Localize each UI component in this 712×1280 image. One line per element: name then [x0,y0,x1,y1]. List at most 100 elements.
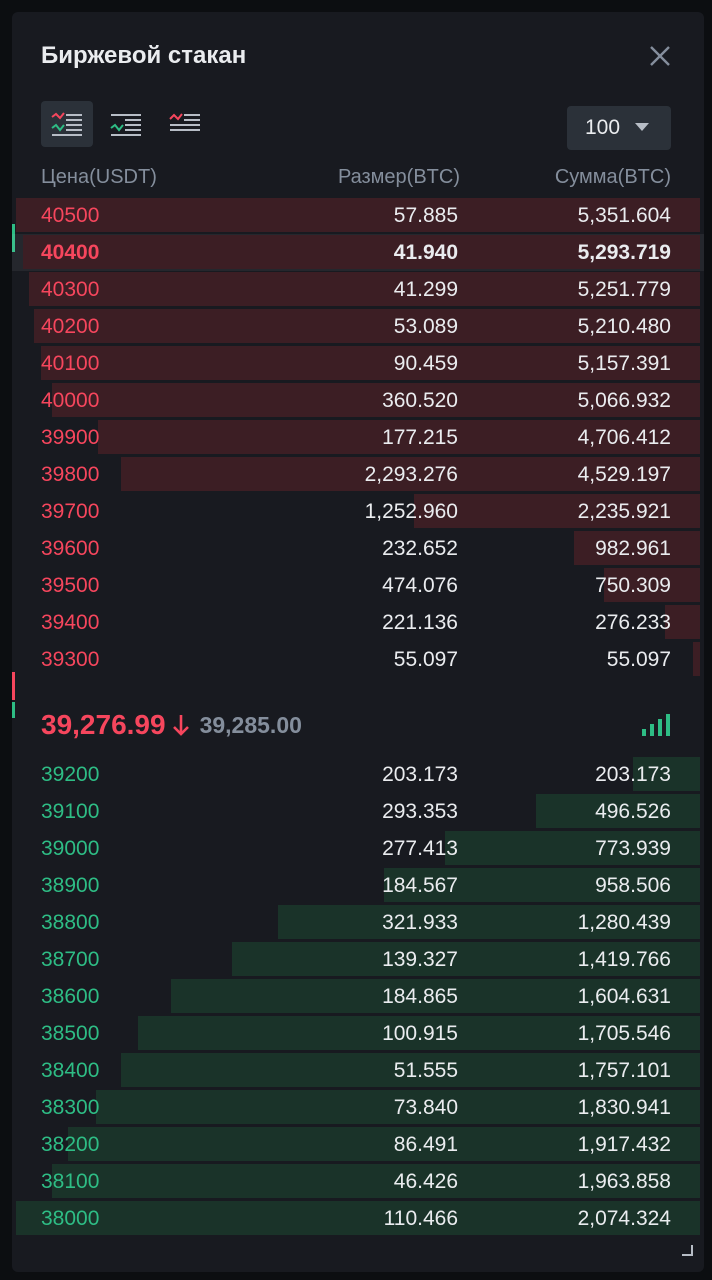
bid-price: 39000 [41,837,100,860]
bid-price: 38600 [41,985,100,1008]
ask-size: 57.885 [393,204,458,227]
signal-button[interactable] [641,713,673,742]
bid-price: 38800 [41,911,100,934]
bid-size: 110.466 [383,1207,458,1230]
bid-price: 38700 [41,948,100,971]
ask-row[interactable]: 39500 474.076 750.309 [12,567,704,604]
bid-row[interactable]: 38800 321.933 1,280.439 [12,904,704,941]
bid-depth-bar [96,1090,700,1124]
ask-price: 39900 [41,426,100,449]
ask-price: 39800 [41,463,100,486]
ask-depth-bar [41,346,700,380]
bid-depth-bar [232,942,700,976]
bid-sum: 1,917.432 [577,1133,671,1156]
bid-row[interactable]: 38100 46.426 1,963.858 [12,1163,704,1200]
ask-size: 221.136 [382,611,458,634]
bid-size: 100.915 [382,1022,458,1045]
ask-price: 39400 [41,611,100,634]
ask-price: 40200 [41,315,100,338]
bid-row[interactable]: 39100 293.353 496.526 [12,793,704,830]
ask-row[interactable]: 40500 57.885 5,351.604 [12,197,704,234]
ask-price: 40100 [41,352,100,375]
signal-bars-icon [642,714,670,736]
ask-sum: 982.961 [595,537,671,560]
ask-price: 40000 [41,389,100,412]
bid-depth-bar [138,1016,700,1050]
ask-sum: 5,157.391 [577,352,671,375]
view-asks-button[interactable] [159,101,211,147]
ask-sum: 750.309 [595,574,671,597]
asks-list: 40500 57.885 5,351.604 40400 41.940 5,293.719… [12,197,704,678]
edge-marker-green [12,224,15,252]
bid-size: 321.933 [382,911,458,934]
bid-row[interactable]: 38300 73.840 1,830.941 [12,1089,704,1126]
ask-row[interactable]: 39800 2,293.276 4,529.197 [12,456,704,493]
ask-row[interactable]: 40400 41.940 5,293.719 [12,234,704,271]
bid-sum: 773.939 [595,837,671,860]
depth-select[interactable]: 100 [567,106,671,150]
ask-row[interactable]: 39400 221.136 276.233 [12,604,704,641]
view-both-button[interactable] [41,101,93,147]
ask-size: 90.459 [393,352,458,375]
orderbook-bids-icon [110,114,141,136]
bid-sum: 1,757.101 [577,1059,671,1082]
bid-size: 46.426 [393,1170,458,1193]
bid-depth-bar [536,794,700,828]
bid-row[interactable]: 38600 184.865 1,604.631 [12,978,704,1015]
ask-price: 39300 [41,648,100,671]
bid-depth-bar [68,1127,700,1161]
ask-row[interactable]: 39300 55.097 55.097 [12,641,704,678]
bid-row[interactable]: 38700 139.327 1,419.766 [12,941,704,978]
bid-size: 86.491 [393,1133,458,1156]
bid-row[interactable]: 39000 277.413 773.939 [12,830,704,867]
bid-price: 38500 [41,1022,100,1045]
bid-price: 38400 [41,1059,100,1082]
bid-row[interactable]: 38500 100.915 1,705.546 [12,1015,704,1052]
ask-row[interactable]: 40000 360.520 5,066.932 [12,382,704,419]
bid-sum: 1,280.439 [577,911,671,934]
ask-size: 232.652 [382,537,458,560]
ask-depth-bar [98,420,700,454]
ask-price: 40300 [41,278,100,301]
ask-price: 40400 [41,241,100,264]
ask-depth-bar [574,531,700,565]
mark-price[interactable]: 39,285.00 [199,711,302,738]
bid-depth-bar [445,831,700,865]
bid-size: 293.353 [382,800,458,823]
ask-row[interactable]: 40300 41.299 5,251.779 [12,271,704,308]
ask-depth-bar [16,198,700,232]
ask-sum: 5,066.932 [577,389,671,412]
bid-row[interactable]: 38200 86.491 1,917.432 [12,1126,704,1163]
bid-sum: 1,830.941 [577,1096,671,1119]
edge-marker-red [12,672,15,700]
bid-row[interactable]: 39200 203.173 203.173 [12,756,704,793]
ask-sum: 4,706.412 [577,426,671,449]
ask-size: 55.097 [393,648,458,671]
ask-row[interactable]: 40200 53.089 5,210.480 [12,308,704,345]
bid-row[interactable]: 38000 110.466 2,074.324 [12,1200,704,1237]
bid-row[interactable]: 38900 184.567 958.506 [12,867,704,904]
ask-row[interactable]: 39700 1,252.960 2,235.921 [12,493,704,530]
ask-depth-bar [414,494,700,528]
close-button[interactable] [646,42,674,70]
bid-size: 139.327 [382,948,458,971]
view-bids-button[interactable] [100,101,152,147]
bid-price: 38300 [41,1096,100,1119]
ask-size: 41.299 [393,278,458,301]
ask-row[interactable]: 39600 232.652 982.961 [12,530,704,567]
bid-price: 38000 [41,1207,100,1230]
ask-depth-bar [34,309,700,343]
ask-depth-bar [121,457,700,491]
resize-handle[interactable] [680,1243,694,1262]
ask-size: 177.215 [382,426,458,449]
bid-depth-bar [16,1201,700,1235]
bid-row[interactable]: 38400 51.555 1,757.101 [12,1052,704,1089]
ask-row[interactable]: 39900 177.215 4,706.412 [12,419,704,456]
ask-sum: 5,351.604 [577,204,671,227]
bid-size: 277.413 [382,837,458,860]
ask-row[interactable]: 40100 90.459 5,157.391 [12,345,704,382]
bid-sum: 1,705.546 [577,1022,671,1045]
bid-depth-bar [171,979,700,1013]
last-price: 39,276.99 [41,709,166,740]
ask-sum: 55.097 [606,648,671,671]
